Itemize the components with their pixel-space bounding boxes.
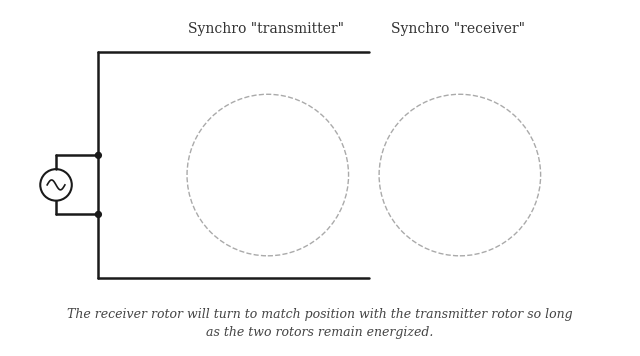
Text: The receiver rotor will turn to match position with the transmitter rotor so lon: The receiver rotor will turn to match po… [67, 308, 573, 321]
Circle shape [95, 152, 101, 158]
Text: Synchro "receiver": Synchro "receiver" [391, 22, 525, 36]
Circle shape [95, 211, 101, 218]
Text: Synchro "transmitter": Synchro "transmitter" [188, 22, 344, 36]
Text: as the two rotors remain energized.: as the two rotors remain energized. [206, 326, 434, 339]
